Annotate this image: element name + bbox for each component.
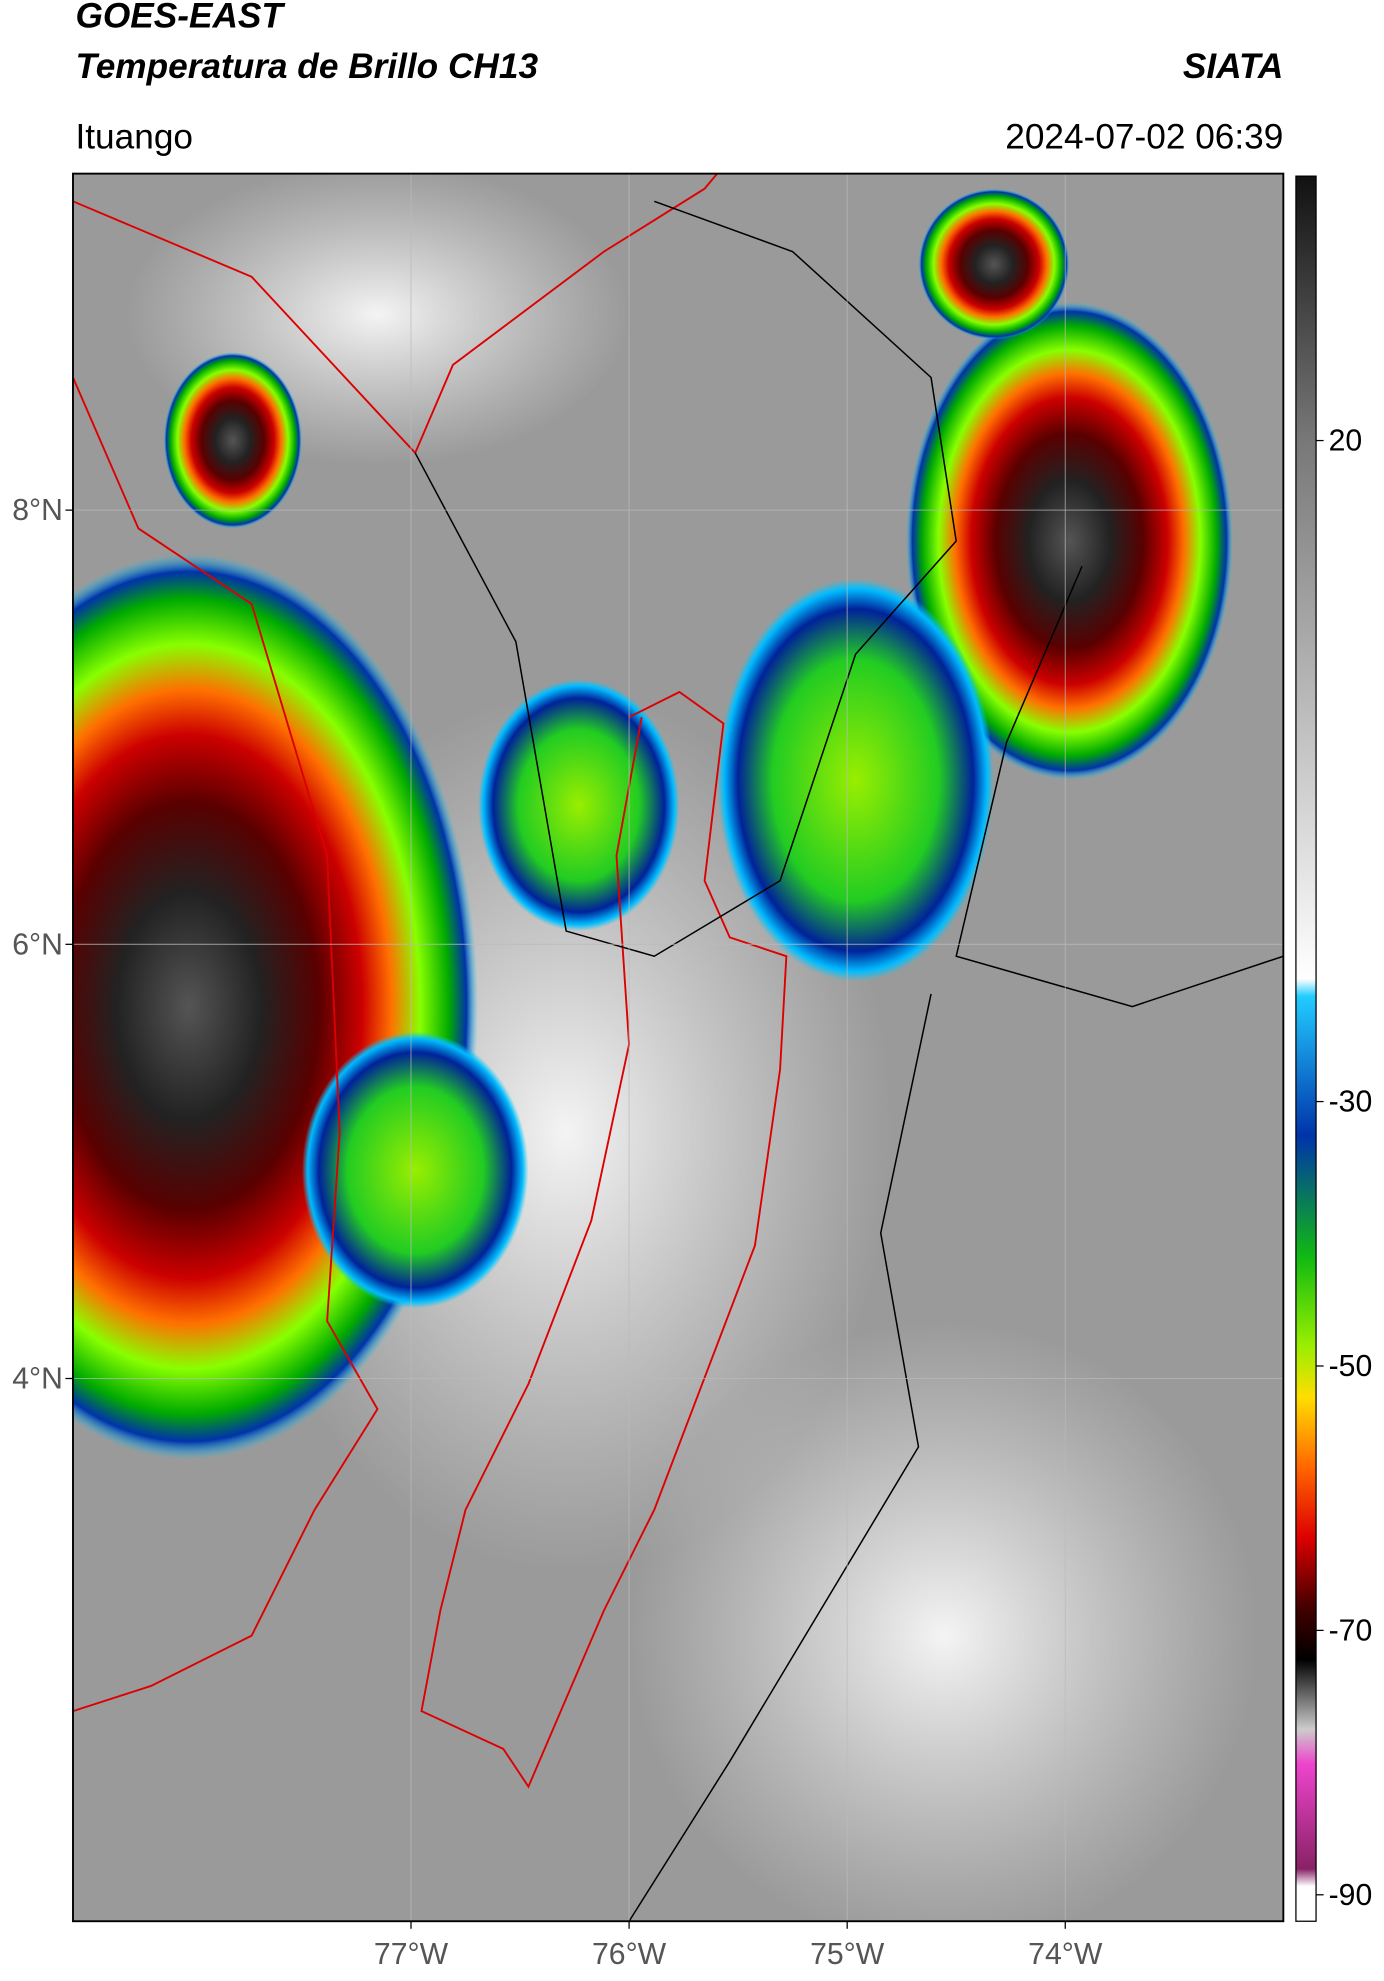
admin-border: [628, 993, 932, 1922]
lon-tick-label: 75°W: [810, 1938, 885, 1971]
colorbar-tick-label: 20: [1329, 425, 1363, 458]
admin-border: [414, 200, 958, 958]
title-line2: Temperatura de Brillo CH13: [75, 47, 538, 86]
colorbar-tick-label: -70: [1329, 1614, 1373, 1647]
cloud-cell: [301, 1031, 529, 1309]
cloud-cell: [478, 679, 680, 932]
storm-cell: [163, 352, 302, 529]
lon-tick-label: 77°W: [374, 1938, 449, 1971]
colorbar-tick-label: -50: [1329, 1350, 1373, 1383]
brand: SIATA: [1183, 47, 1283, 86]
country-border: [72, 173, 718, 455]
location: Ituango: [75, 117, 193, 156]
grid: [72, 173, 1284, 1922]
timestamp: 2024-07-02 06:39: [1005, 117, 1283, 156]
lat-tick-label: 6°N: [12, 928, 63, 961]
map-frame: [72, 172, 1285, 1923]
storm-cell: [905, 301, 1234, 781]
cloud-cell: [717, 578, 994, 982]
colorbar-tick-label: -30: [1329, 1086, 1373, 1119]
colorbar: [1295, 175, 1317, 1922]
lat-tick-label: 8°N: [12, 494, 63, 527]
lon-tick-label: 76°W: [592, 1938, 667, 1971]
lon-tick-label: 74°W: [1028, 1938, 1103, 1971]
colorbar-tick-label: -90: [1329, 1879, 1373, 1912]
admin-border: [955, 565, 1284, 1008]
lat-tick-label: 4°N: [12, 1363, 63, 1396]
map-image: [72, 173, 1284, 1922]
storm-cell: [918, 188, 1070, 340]
title-line1: GOES-EAST: [75, 0, 285, 36]
region-border: [420, 690, 788, 1789]
coastline: [72, 377, 379, 1713]
cloud: [629, 1321, 1259, 1922]
